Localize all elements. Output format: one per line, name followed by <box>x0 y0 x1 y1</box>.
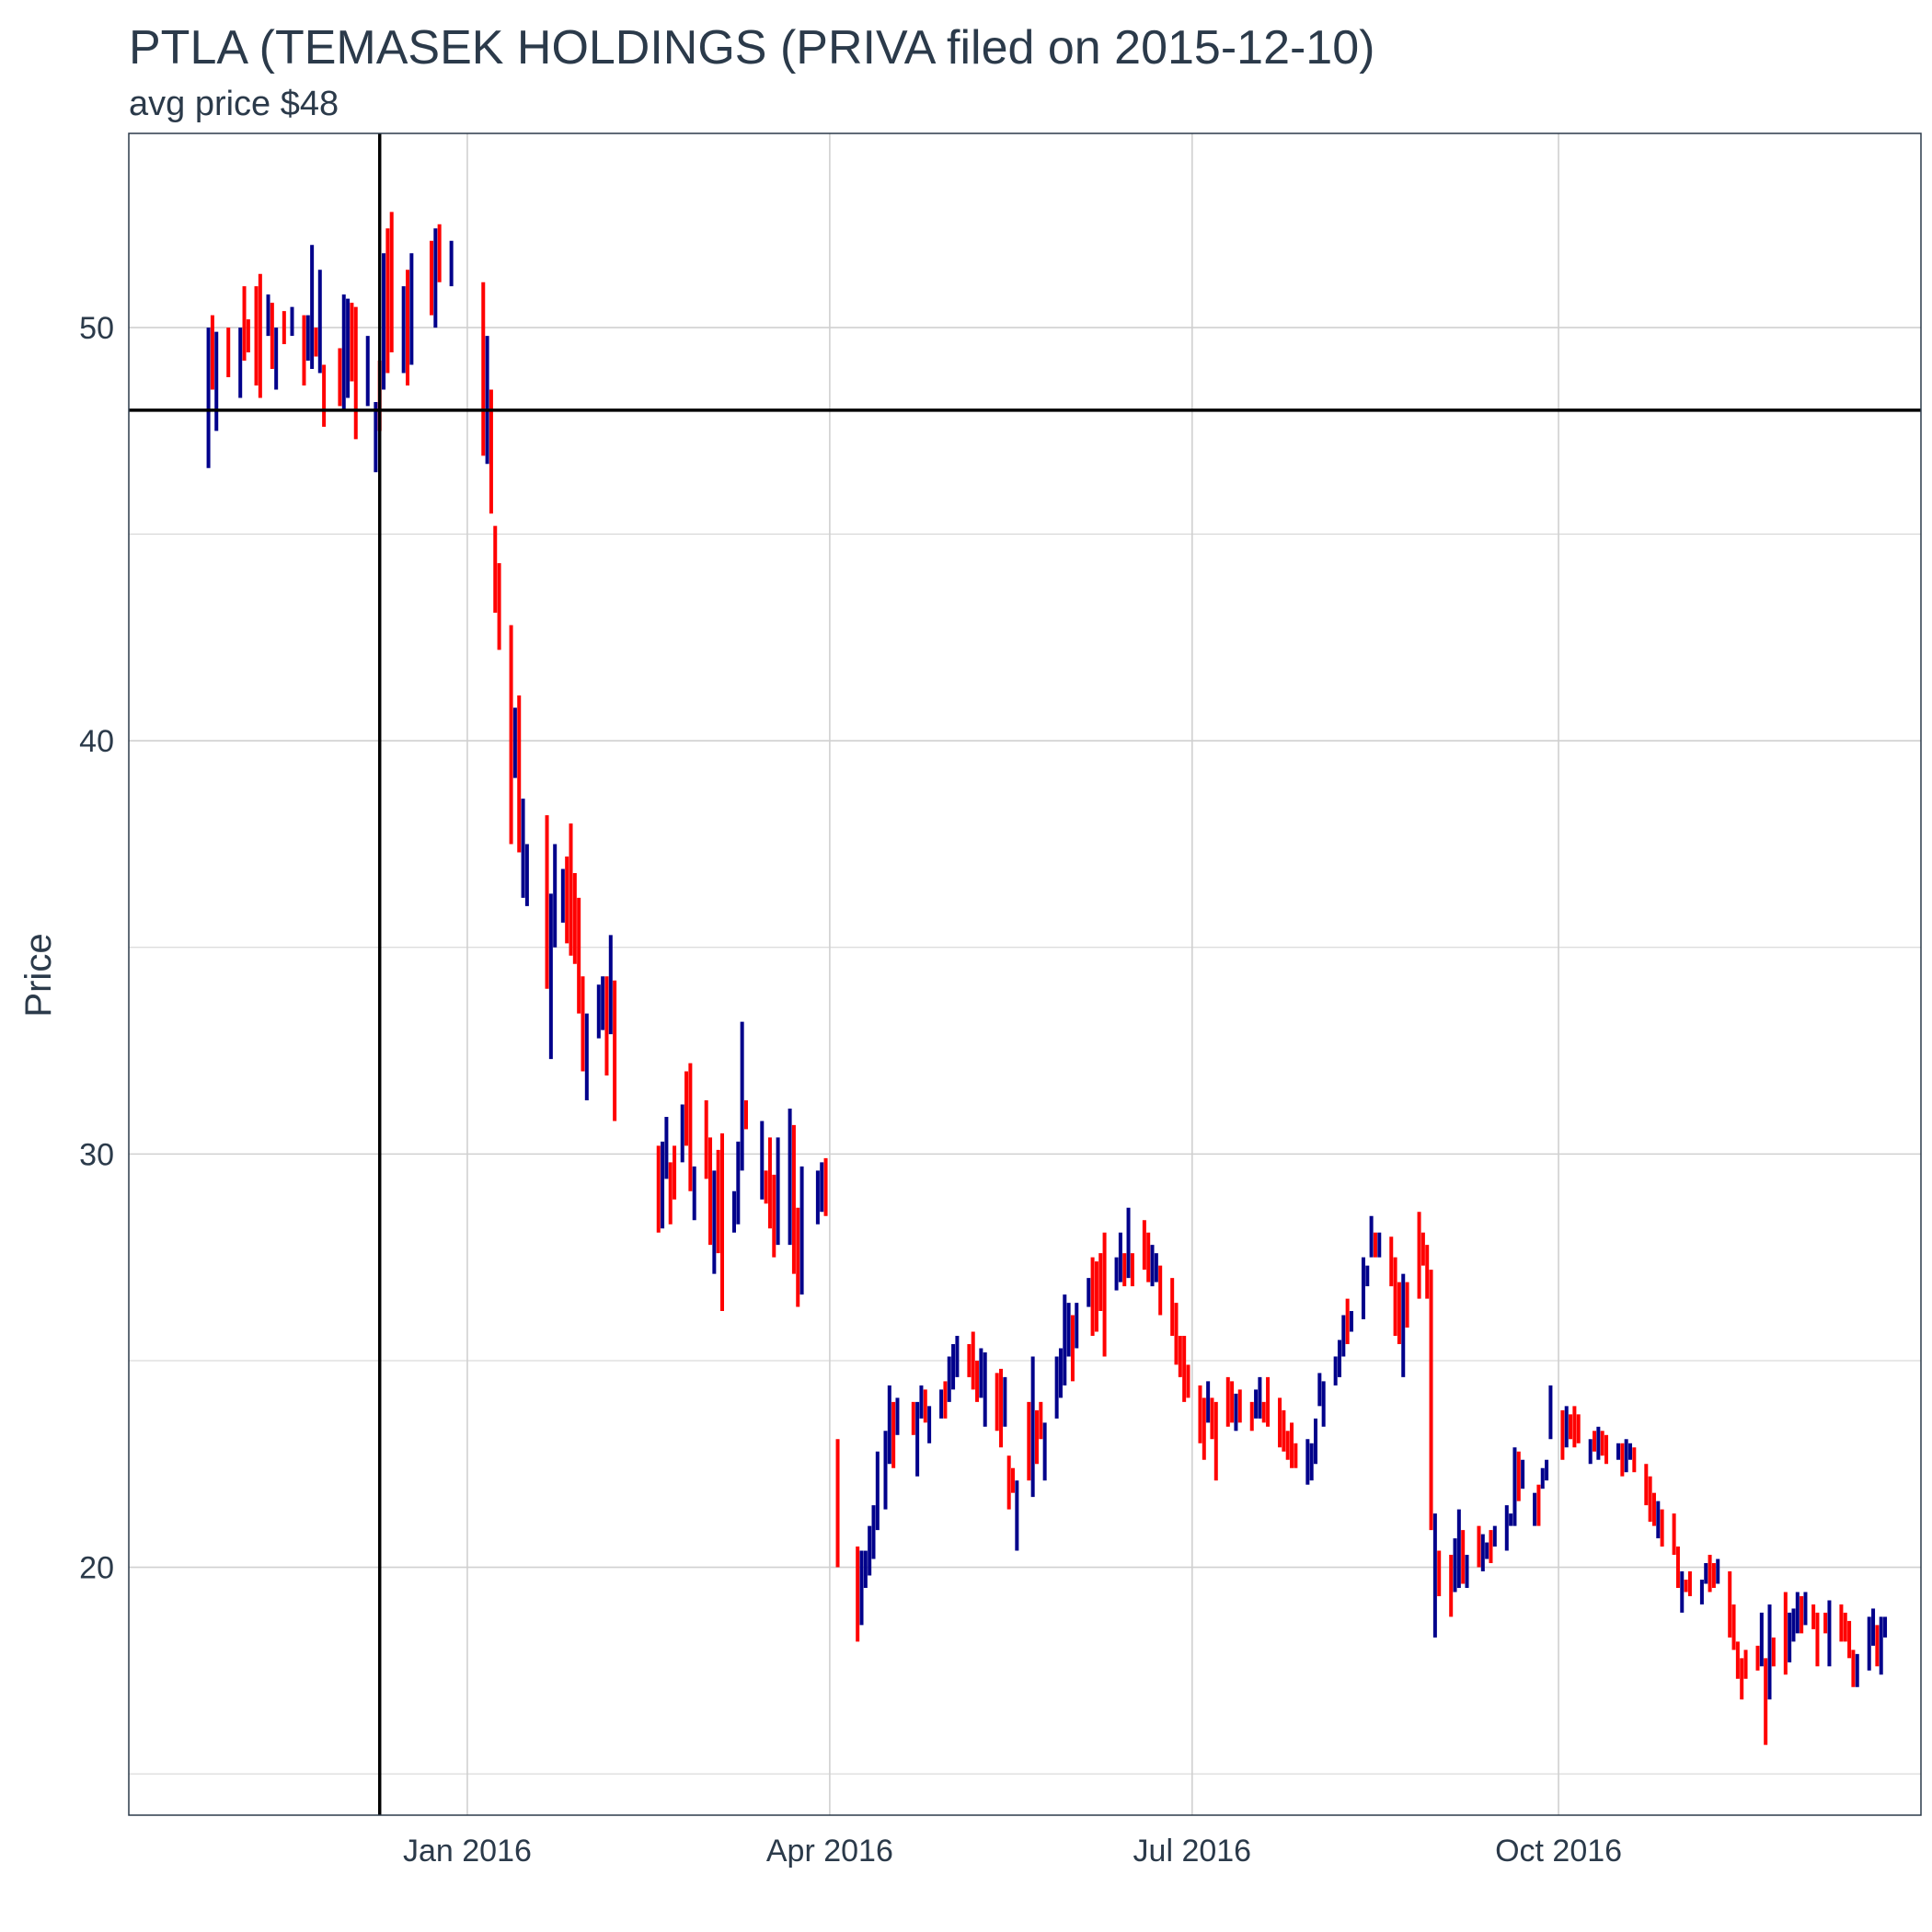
plot-frame <box>128 132 1922 1816</box>
gridlines <box>129 133 1921 1815</box>
y-tick-label: 50 <box>79 311 114 346</box>
x-tick-label: Oct 2016 <box>1495 1834 1622 1869</box>
y-axis-ticks: 20 30 40 50 <box>79 311 114 1585</box>
price-bars <box>206 212 1888 1745</box>
x-axis-ticks: Jan 2016 Apr 2016 Jul 2016 Oct 2016 <box>403 1834 1622 1869</box>
x-tick-label: Jul 2016 <box>1133 1834 1252 1869</box>
y-tick-label: 30 <box>79 1137 114 1172</box>
chart-subtitle: avg price $48 <box>129 85 339 123</box>
reference-lines <box>129 133 1921 1815</box>
y-tick-label: 40 <box>79 724 114 759</box>
x-tick-label: Apr 2016 <box>766 1834 893 1869</box>
x-tick-label: Jan 2016 <box>403 1834 532 1869</box>
y-axis-title: Price <box>18 933 59 1017</box>
chart-title: PTLA (TEMASEK HOLDINGS (PRIVA filed on 2… <box>129 21 1375 75</box>
y-tick-label: 20 <box>79 1551 114 1586</box>
